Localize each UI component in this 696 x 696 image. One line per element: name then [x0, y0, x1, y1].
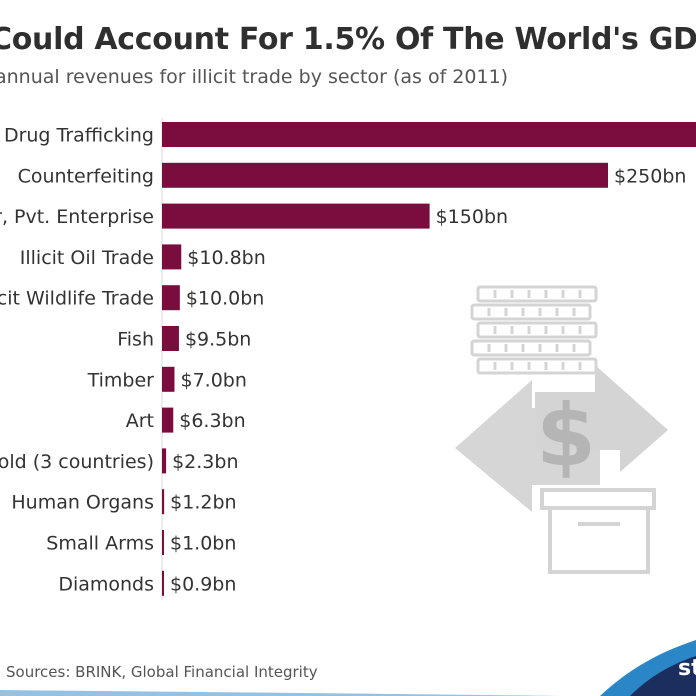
category-label: Gold (3 countries) [0, 451, 154, 473]
dollar-sign-icon: $ [536, 386, 596, 486]
box-lid-icon [540, 488, 656, 510]
category-label: Diamonds [58, 573, 154, 595]
bar [162, 244, 182, 270]
wave-dark [630, 656, 696, 696]
data-label: $6.3bn [179, 410, 245, 432]
bar [162, 530, 164, 555]
bar [162, 122, 696, 147]
coin-stack-icon [470, 339, 592, 357]
wave-base [0, 690, 560, 696]
bar [162, 448, 167, 474]
bar [162, 285, 180, 311]
category-label: Art [126, 410, 154, 432]
category-labels: Drug Trafficking Counterfeiting r, Pvt. En… [0, 125, 154, 596]
bar [162, 162, 608, 188]
bar [162, 326, 179, 351]
value-labels: $250bn $150bn $10.8bn $10.0bn $9.5bn $7.0bn $6… [170, 165, 686, 595]
left-arrow-icon [455, 380, 600, 512]
category-label: Small Arms [46, 533, 154, 555]
category-label: Fish [117, 329, 154, 351]
category-label: Timber [87, 369, 155, 391]
chart-subtitle: annual revenues for illicit trade by sec… [0, 66, 509, 88]
coin-stack-icon [476, 285, 598, 303]
bar [162, 366, 175, 392]
footer-wave [0, 640, 696, 696]
data-label: $150bn [436, 206, 508, 228]
chart-title: Could Account For 1.5% Of The World's GD… [0, 22, 696, 57]
category-label: Counterfeiting [18, 165, 154, 187]
data-label: $1.2bn [170, 492, 236, 514]
money-exchange-icon: $ [455, 285, 668, 574]
statista-logo: st [678, 656, 696, 681]
bar [162, 570, 164, 596]
bar [162, 203, 430, 229]
bar [162, 489, 165, 515]
data-label: $250bn [614, 165, 686, 187]
data-label: $10.0bn [186, 288, 265, 310]
data-label: $2.3bn [172, 451, 238, 473]
data-label: $7.0bn [180, 369, 246, 391]
data-label: $1.0bn [170, 533, 236, 555]
coin-stack-icon [476, 321, 598, 339]
category-label: Drug Trafficking [4, 125, 154, 147]
category-label: Human Organs [11, 492, 154, 514]
category-label: cit Wildlife Trade [0, 288, 154, 310]
source-note: Sources: BRINK, Global Financial Integri… [6, 663, 318, 681]
category-label: r, Pvt. Enterprise [0, 206, 154, 228]
bars-group [162, 122, 696, 596]
coin-stack-icon [470, 303, 592, 321]
data-label: $9.5bn [185, 329, 251, 351]
data-label: $0.9bn [170, 573, 236, 595]
category-label: Illicit Oil Trade [20, 247, 154, 269]
data-label: $10.8bn [187, 247, 266, 269]
bar [162, 407, 174, 433]
box-icon [548, 506, 650, 574]
